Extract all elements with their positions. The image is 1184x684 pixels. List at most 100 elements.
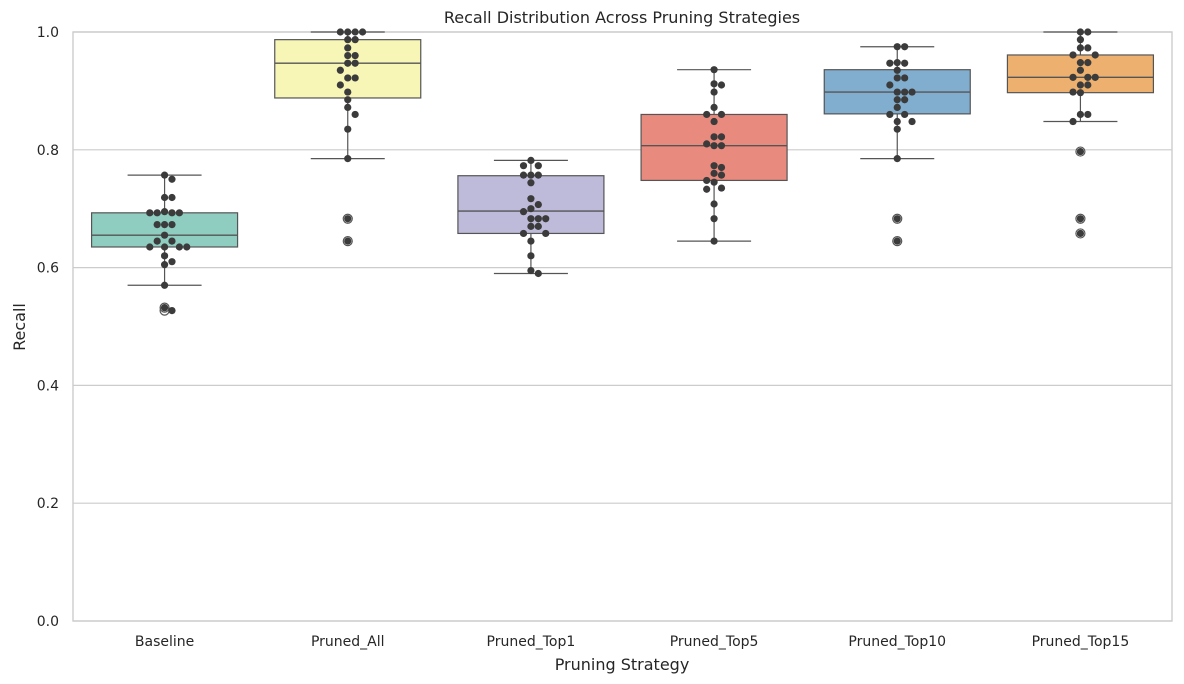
- x-tick-label: Pruned_Top5: [670, 634, 759, 650]
- swarm-point: [717, 184, 726, 192]
- outlier-marker: [159, 302, 170, 313]
- swarm-point: [336, 81, 344, 89]
- outlier-marker: [892, 235, 903, 247]
- swarm-point: [710, 215, 718, 223]
- swarm-point: [1076, 89, 1085, 97]
- swarm-point: [703, 176, 711, 185]
- y-axis-label: Recall: [10, 303, 29, 351]
- swarm-point: [153, 209, 161, 217]
- swarm-point: [344, 103, 352, 111]
- swarm-point: [344, 237, 352, 245]
- swarm-point: [1084, 28, 1092, 36]
- swarm-point: [893, 66, 901, 74]
- swarm-point: [534, 171, 542, 179]
- swarm-point: [901, 110, 909, 119]
- swarm-point: [901, 74, 909, 82]
- chart-title: Recall Distribution Across Pruning Strat…: [444, 8, 800, 27]
- swarm-point: [351, 59, 359, 67]
- swarm-point: [168, 175, 176, 183]
- swarm-point: [901, 96, 909, 104]
- swarm-point: [146, 243, 154, 251]
- swarm-point: [344, 28, 352, 36]
- swarm-point: [893, 215, 901, 223]
- y-tick-label: 0.0: [37, 614, 59, 630]
- swarm-point: [527, 237, 535, 245]
- swarm-point: [527, 171, 535, 179]
- swarm-point: [351, 28, 359, 36]
- swarm-point: [1084, 44, 1092, 52]
- box-iqr: [90, 212, 239, 248]
- swarm-point: [175, 243, 183, 251]
- swarm-point: [710, 66, 718, 74]
- swarm-point: [893, 237, 901, 245]
- swarm-point: [893, 125, 901, 133]
- swarm-point: [1076, 36, 1085, 44]
- swarm-point: [1076, 66, 1085, 74]
- swarm-point: [153, 221, 161, 229]
- swarm-point: [710, 80, 718, 88]
- grid-lines: [73, 31, 1172, 622]
- swarm-point: [1076, 81, 1085, 89]
- swarm-point: [1069, 88, 1077, 96]
- swarm-point: [146, 209, 154, 217]
- swarm-point: [710, 200, 718, 208]
- x-tick-label: Baseline: [135, 634, 194, 650]
- swarm-point: [893, 59, 901, 67]
- swarm-point: [519, 171, 528, 179]
- swarm-point: [1076, 59, 1085, 67]
- swarm-point: [344, 51, 352, 60]
- swarm-point: [1084, 59, 1092, 67]
- swarm-point: [710, 162, 718, 170]
- swarm-point: [358, 28, 367, 36]
- y-tick-label: 0.8: [37, 143, 59, 159]
- swarm-point: [168, 306, 176, 315]
- outlier-marker: [892, 213, 903, 224]
- x-tick-label: Pruned_Top15: [1032, 634, 1130, 650]
- swarm-point: [901, 59, 909, 67]
- swarm-point: [886, 81, 894, 89]
- swarm-point: [717, 142, 726, 150]
- swarm-point: [893, 43, 901, 51]
- swarm-point: [344, 155, 352, 163]
- swarm-point: [710, 178, 718, 186]
- swarm-point: [527, 222, 535, 230]
- swarm-point: [527, 195, 535, 203]
- swarm-point: [717, 171, 726, 179]
- plot-area-frame: [72, 31, 1173, 622]
- swarm-point: [893, 117, 901, 126]
- swarm-point: [160, 193, 169, 202]
- swarm-point: [351, 51, 359, 60]
- swarm-point: [160, 231, 169, 239]
- swarm-point: [1076, 28, 1085, 36]
- swarm-point: [1076, 215, 1085, 223]
- swarm-point: [1069, 51, 1077, 59]
- x-axis-ticks: Baseline Pruned_All Pruned_Top1 Pruned_Top5…: [135, 634, 1129, 650]
- swarm-point: [153, 237, 161, 245]
- swarm-point: [168, 209, 176, 217]
- outlier-marker: [342, 235, 353, 247]
- swarm-point: [351, 110, 359, 119]
- swarm-point: [344, 36, 352, 44]
- x-tick-label: Pruned_All: [311, 634, 385, 650]
- swarm-point: [542, 215, 550, 223]
- y-tick-label: 1.0: [37, 25, 59, 41]
- swarm-point: [1091, 73, 1099, 81]
- swarm-point: [893, 96, 901, 104]
- swarm-point: [534, 215, 542, 223]
- outlier-marker: [1075, 213, 1086, 224]
- swarm-point: [908, 117, 916, 126]
- swarm-point: [542, 229, 550, 238]
- swarm-point: [1069, 73, 1077, 81]
- swarm-point: [1091, 51, 1099, 59]
- swarm-point: [1076, 229, 1085, 238]
- swarm-point: [1084, 73, 1092, 81]
- swarm-point: [527, 156, 535, 165]
- swarm-point: [710, 117, 718, 126]
- swarm-point: [1084, 81, 1092, 89]
- swarm-point: [703, 110, 711, 119]
- y-tick-label: 0.6: [37, 261, 59, 277]
- swarm-point: [908, 88, 916, 96]
- swarm-point: [710, 88, 718, 96]
- swarm-point: [183, 243, 191, 251]
